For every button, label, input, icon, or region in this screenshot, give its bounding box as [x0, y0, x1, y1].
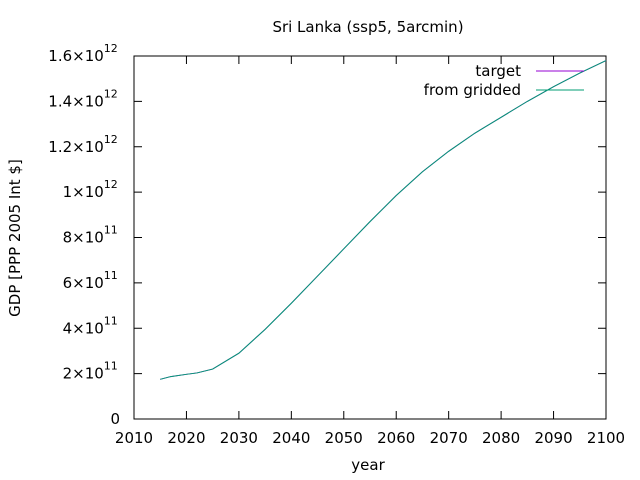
y-tick-label: 1.6×1012: [48, 42, 120, 65]
y-tick-label: 0: [110, 410, 120, 428]
y-tick-label: 4×1011: [63, 314, 120, 337]
y-tick-label: 1.4×1012: [48, 87, 120, 110]
y-tick-exponent: 12: [104, 133, 118, 146]
y-tick-exponent: 12: [104, 178, 118, 191]
y-tick-spacer: [118, 142, 120, 155]
y-tick-exponent: 11: [104, 269, 118, 282]
legend-label: from gridded: [424, 81, 521, 99]
y-tick-label: 8×1011: [63, 224, 120, 247]
x-tick-label: 2050: [325, 429, 363, 447]
y-tick-exponent: 12: [104, 42, 118, 55]
x-tick-label: 2020: [167, 429, 205, 447]
y-tick-spacer: [118, 51, 120, 64]
x-tick-label: 2040: [272, 429, 310, 447]
legend-label: target: [475, 62, 521, 80]
y-tick-spacer: [118, 96, 120, 109]
y-tick-mantissa: 6×10: [63, 274, 104, 292]
x-tick-label: 2090: [534, 429, 572, 447]
y-tick-spacer: [118, 233, 120, 246]
y-tick-label: 6×1011: [63, 269, 120, 292]
series-line-0: [160, 60, 607, 380]
series-line-1: [160, 60, 607, 380]
chart-title: Sri Lanka (ssp5, 5arcmin): [272, 18, 463, 36]
x-tick-label: 2060: [377, 429, 415, 447]
y-tick-mantissa: 2×10: [63, 365, 104, 383]
y-tick-exponent: 11: [104, 360, 118, 373]
y-tick-label: 1×1012: [63, 178, 120, 201]
y-tick-exponent: 11: [104, 314, 118, 327]
y-tick-mantissa: 0: [110, 410, 120, 428]
y-tick-exponent: 11: [104, 224, 118, 237]
y-axis: 02×1011 4×1011 6×1011 8×1011 1×1012 1.2×…: [48, 42, 606, 428]
y-tick-spacer: [118, 323, 120, 336]
x-axis: 2010 2020 2030 2040 2050 2060 2070 2080 2090 2100: [115, 56, 625, 447]
y-tick-spacer: [118, 187, 120, 200]
y-tick-spacer: [118, 278, 120, 291]
plot-frame: [133, 55, 607, 420]
x-axis-title: year: [351, 456, 385, 474]
y-tick-mantissa: 4×10: [63, 319, 104, 337]
y-tick-label: 1.2×1012: [48, 133, 120, 156]
x-tick-label: 2100: [587, 429, 625, 447]
y-tick-label: 2×1011: [63, 360, 120, 383]
x-tick-label: 2070: [430, 429, 468, 447]
y-tick-mantissa: 1.2×10: [48, 138, 104, 156]
x-tick-label: 2030: [220, 429, 258, 447]
y-tick-mantissa: 1.6×10: [48, 47, 104, 65]
y-tick-mantissa: 1.4×10: [48, 92, 104, 110]
y-tick-mantissa: 1×10: [63, 183, 104, 201]
x-tick-label: 2010: [115, 429, 153, 447]
y-tick-exponent: 12: [104, 87, 118, 100]
series-layer: [160, 60, 607, 380]
y-axis-title: GDP [PPP 2005 Int $]: [6, 159, 24, 317]
x-tick-label: 2080: [482, 429, 520, 447]
y-tick-mantissa: 8×10: [63, 229, 104, 247]
y-tick-spacer: [118, 369, 120, 382]
